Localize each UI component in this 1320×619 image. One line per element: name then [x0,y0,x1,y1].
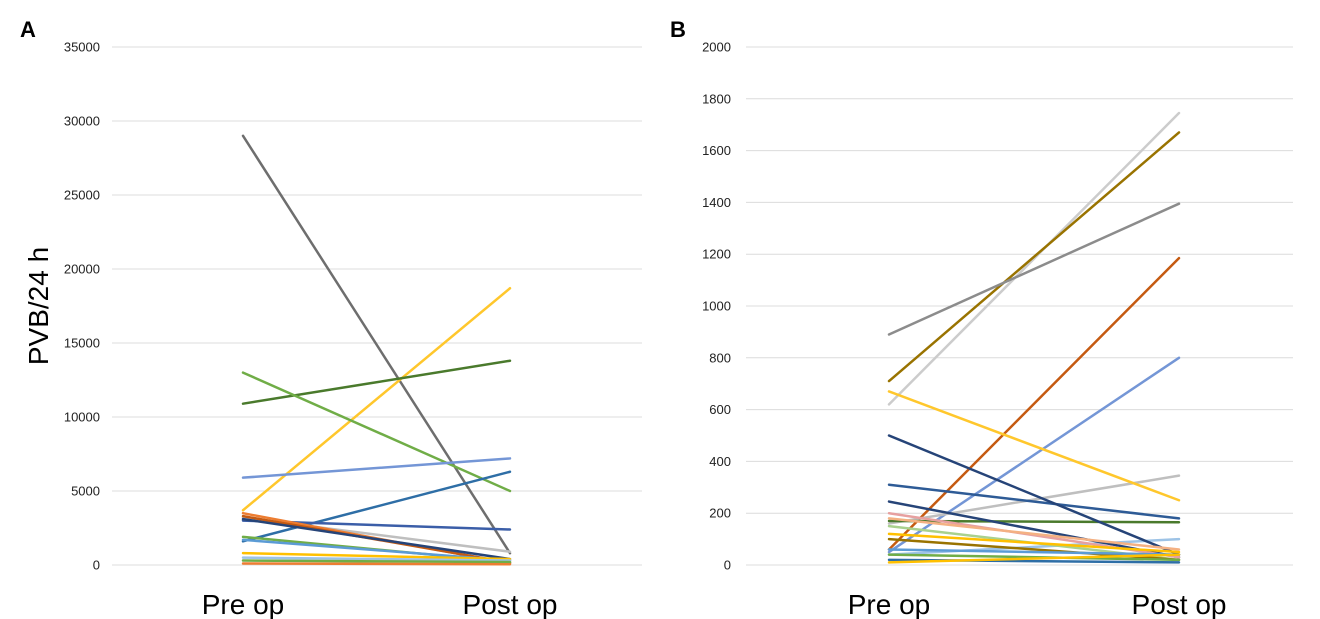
panel-a-y-tick-label: 5000 [71,484,100,499]
panel-b-series-line-19 [887,553,1181,562]
panel-b-y-tick-label: 400 [709,454,731,469]
y-axis-label: PVB/24 h [23,247,54,365]
panel-b-y-tick-label: 2000 [702,40,731,55]
panel-b-series-line-1 [887,111,1181,406]
panel-a-series-line-17 [241,562,512,566]
panel-b-series-line-14 [887,517,1181,551]
panel-b-label: B [670,17,686,42]
panel-b-x-category-label: Pre op [848,589,931,619]
panel-a-y-tick-label: 15000 [64,336,100,351]
panel-a-y-tick-label: 35000 [64,40,100,55]
panel-a-plot: 0 5000 10000 15000 20000 25000 30000 35000 Pre o… [64,40,642,619]
panel-b-y-tick-label: 800 [709,350,731,365]
panel-a-series-line-14 [241,551,512,561]
panel-a-series-line-2 [241,286,512,512]
panel-b-y-tick-label: 1200 [702,247,731,262]
panel-b-y-tick-label: 1000 [702,299,731,314]
panel-b-y-tick-label: 600 [709,402,731,417]
panel-a-label: A [20,17,36,42]
panel-a-series-line-6 [241,470,512,543]
panel-b-series-line-11 [887,434,1181,556]
panel-b-series-line-18 [887,548,1181,556]
panel-a-series-line-4 [241,371,512,493]
panel-a-series-line-11 [241,517,512,561]
panel-a-y-tick-label: 10000 [64,410,100,425]
panel-a-y-tick-label: 30000 [64,114,100,129]
panel-b-x-category-label: Post op [1132,589,1227,619]
panel-b-series-line-21 [887,553,1181,564]
panel-b-series-line-10 [887,537,1181,556]
panel-b-plot: 0 200 400 600 800 1000 1200 1400 1600 1800 2000 Pre… [702,40,1293,619]
panel-a-series-line-16 [241,559,512,564]
panel-b-series-line-8 [887,483,1181,520]
panel-b-y-tick-label: 200 [709,506,731,521]
panel-b-series-line-4 [887,256,1181,551]
panel-b-series-line-2 [887,131,1181,383]
panel-a-y-tick-label: 20000 [64,262,100,277]
panel-b-series-line-3 [887,202,1181,336]
panel-b-y-tick-label: 1400 [702,195,731,210]
panel-b-y-tick-label: 0 [724,558,731,573]
panel-a-x-category-label: Post op [463,589,558,619]
panel-a-series-line-5 [241,457,512,479]
panel-b-y-tick-label: 1800 [702,91,731,106]
panel-b-series-line-7 [887,390,1181,502]
panel-b-y-tick-label: 1600 [702,143,731,158]
panel-b-series-line-6 [887,474,1181,525]
panel-a-x-category-label: Pre op [202,589,285,619]
panel-a-series-line-3 [241,359,512,405]
panel-a-y-tick-label: 25000 [64,188,100,203]
panel-a-series-line-15 [241,556,512,562]
panel-a-y-tick-label: 0 [93,558,100,573]
panel-b-series-line-16 [887,532,1181,554]
